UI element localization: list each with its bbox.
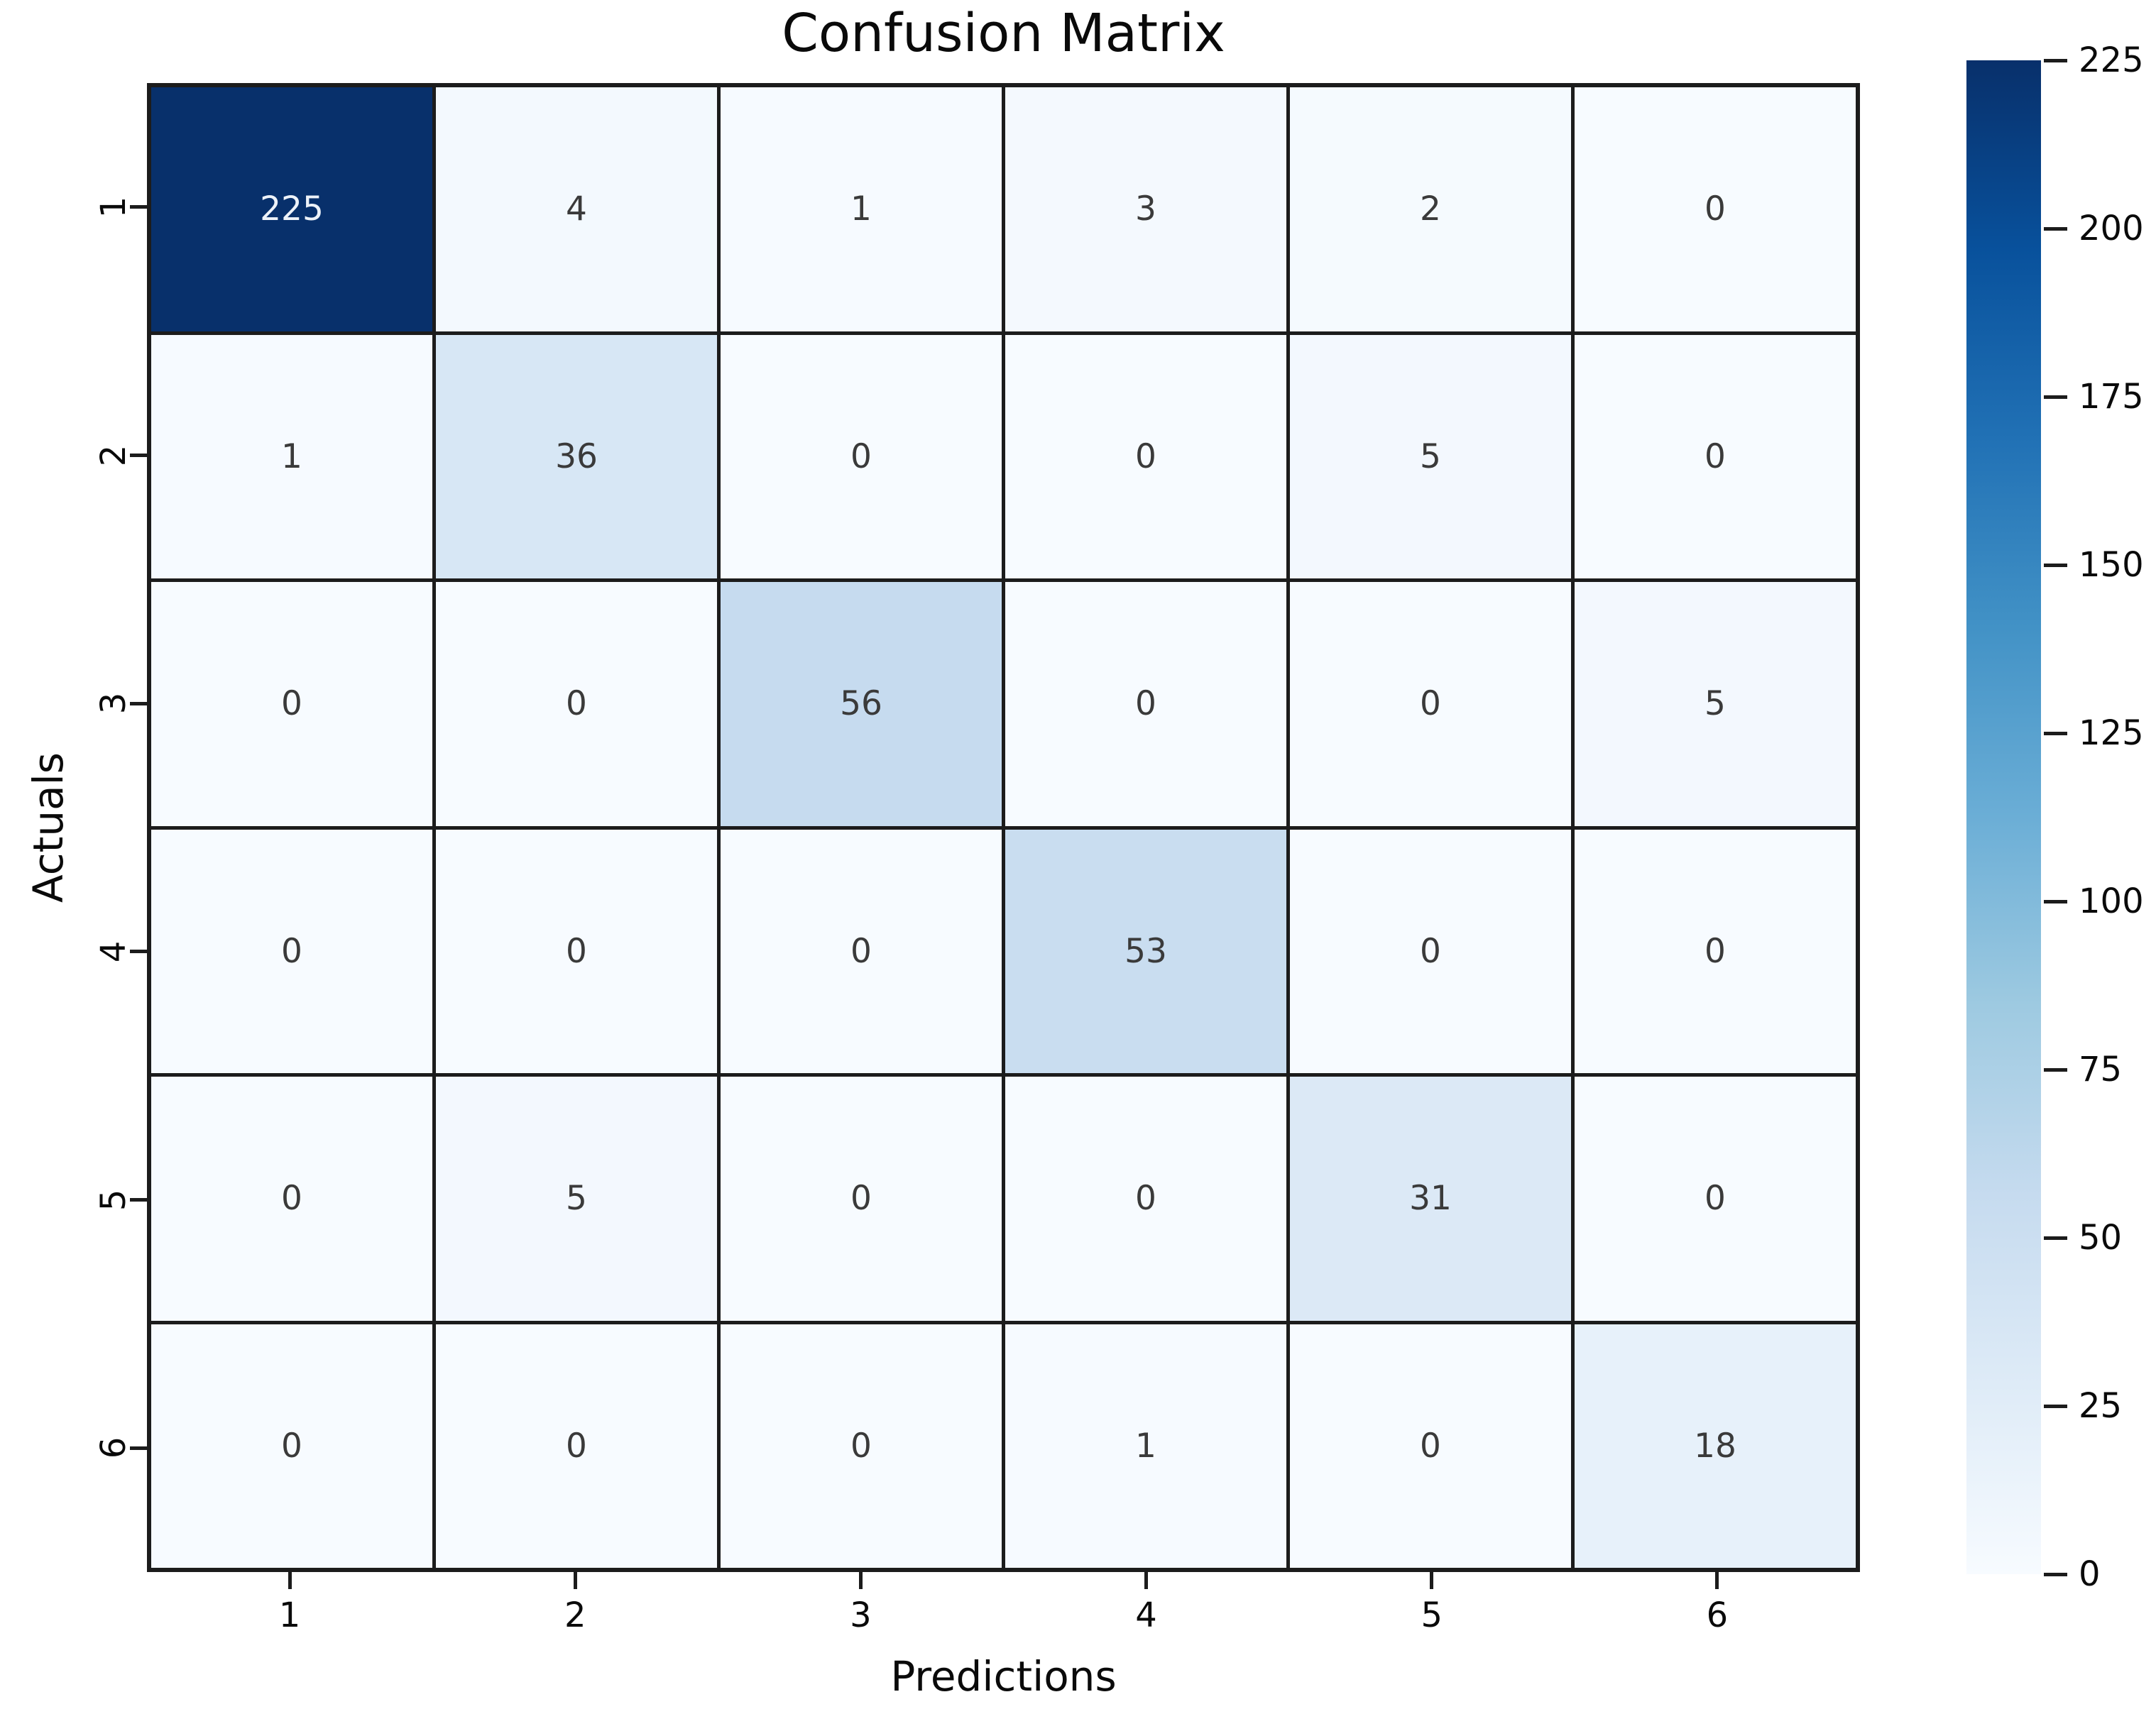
matrix-cell-r6-c3: 0: [721, 1324, 1002, 1568]
colorbar-tick-mark-200: [2044, 226, 2067, 231]
y-tick-label-1: 1: [94, 196, 133, 219]
y-tick-mark-4: [130, 950, 147, 954]
matrix-cell-r3-c6: 5: [1575, 582, 1856, 826]
colorbar-tick-label-125: 125: [2079, 713, 2144, 753]
x-tick-mark-2: [573, 1572, 577, 1589]
matrix-cell-r5-c2: 5: [436, 1077, 717, 1321]
matrix-cell-r5-c6: 0: [1575, 1077, 1856, 1321]
colorbar-tick-mark-100: [2044, 899, 2067, 903]
heatmap-grid: 225 4 1 3 2 0 1 36 0 0 5 0 0 0 56 0 0 5 0 0 0 53 0 0 0 5 0 0 31 0 0 0 0 1…: [147, 83, 1860, 1572]
x-tick-mark-4: [1144, 1572, 1149, 1589]
matrix-cell-r3-c5: 0: [1290, 582, 1571, 826]
colorbar-tick-mark-0: [2044, 1572, 2067, 1576]
y-tick-label-2: 2: [94, 444, 133, 466]
colorbar-tick-label-50: 50: [2079, 1218, 2123, 1258]
colorbar-tick-mark-25: [2044, 1404, 2067, 1408]
matrix-cell-r2-c6: 0: [1575, 334, 1856, 578]
matrix-cell-r1-c5: 2: [1290, 87, 1571, 331]
colorbar-gradient: [1966, 60, 2041, 1574]
matrix-cell-r1-c2: 4: [436, 87, 717, 331]
colorbar-tick-label-75: 75: [2079, 1050, 2123, 1089]
matrix-cell-r6-c2: 0: [436, 1324, 717, 1568]
x-tick-mark-1: [288, 1572, 292, 1589]
y-axis-label: Actuals: [24, 752, 72, 903]
x-tick-label-1: 1: [278, 1595, 301, 1635]
matrix-cell-r4-c6: 0: [1575, 829, 1856, 1073]
colorbar-tick-label-100: 100: [2079, 881, 2144, 921]
y-tick-label-5: 5: [94, 1189, 133, 1211]
y-tick-mark-3: [130, 701, 147, 705]
matrix-cell-r3-c3: 56: [721, 582, 1002, 826]
colorbar-tick-mark-50: [2044, 1236, 2067, 1240]
matrix-cell-r2-c5: 5: [1290, 334, 1571, 578]
matrix-cell-r5-c3: 0: [721, 1077, 1002, 1321]
colorbar-tick-label-25: 25: [2079, 1386, 2123, 1426]
matrix-cell-r1-c1: 225: [151, 87, 432, 331]
chart-title: Confusion Matrix: [782, 3, 1225, 64]
y-tick-label-4: 4: [94, 940, 133, 963]
matrix-cell-r5-c5: 31: [1290, 1077, 1571, 1321]
colorbar-tick-label-150: 150: [2079, 545, 2144, 585]
matrix-cell-r6-c5: 0: [1290, 1324, 1571, 1568]
matrix-cell-r4-c1: 0: [151, 829, 432, 1073]
matrix-cell-r2-c3: 0: [721, 334, 1002, 578]
y-tick-mark-1: [130, 205, 147, 209]
colorbar-tick-mark-75: [2044, 1067, 2067, 1072]
y-tick-mark-5: [130, 1198, 147, 1202]
colorbar-tick-mark-150: [2044, 563, 2067, 567]
colorbar-tick-label-200: 200: [2079, 209, 2144, 248]
matrix-cell-r2-c2: 36: [436, 334, 717, 578]
y-tick-mark-2: [130, 454, 147, 457]
x-tick-label-6: 6: [1706, 1595, 1729, 1635]
matrix-cell-r5-c4: 0: [1005, 1077, 1286, 1321]
x-tick-mark-6: [1715, 1572, 1719, 1589]
colorbar-tick-mark-225: [2044, 58, 2067, 62]
matrix-cell-r4-c4: 53: [1005, 829, 1286, 1073]
matrix-cell-r4-c3: 0: [721, 829, 1002, 1073]
matrix-cell-r5-c1: 0: [151, 1077, 432, 1321]
matrix-cell-r4-c5: 0: [1290, 829, 1571, 1073]
matrix-cell-r1-c6: 0: [1575, 87, 1856, 331]
colorbar-tick-mark-125: [2044, 731, 2067, 735]
x-tick-mark-3: [858, 1572, 863, 1589]
colorbar-tick-label-0: 0: [2079, 1554, 2101, 1594]
x-tick-label-5: 5: [1421, 1595, 1443, 1635]
y-tick-label-3: 3: [94, 692, 133, 715]
matrix-cell-r1-c3: 1: [721, 87, 1002, 331]
matrix-cell-r3-c4: 0: [1005, 582, 1286, 826]
matrix-cell-r1-c4: 3: [1005, 87, 1286, 331]
x-tick-label-2: 2: [564, 1595, 586, 1635]
matrix-cell-r3-c2: 0: [436, 582, 717, 826]
y-tick-label-6: 6: [94, 1436, 133, 1459]
matrix-cell-r2-c1: 1: [151, 334, 432, 578]
colorbar-tick-label-225: 225: [2079, 40, 2144, 80]
y-tick-mark-6: [130, 1446, 147, 1450]
colorbar-tick-label-175: 175: [2079, 377, 2144, 417]
matrix-cell-r4-c2: 0: [436, 829, 717, 1073]
x-tick-label-4: 4: [1135, 1595, 1157, 1635]
matrix-cell-r6-c4: 1: [1005, 1324, 1286, 1568]
x-axis-label: Predictions: [890, 1652, 1117, 1701]
x-tick-label-3: 3: [850, 1595, 872, 1635]
matrix-cell-r2-c4: 0: [1005, 334, 1286, 578]
colorbar-tick-mark-175: [2044, 395, 2067, 399]
matrix-cell-r3-c1: 0: [151, 582, 432, 826]
matrix-cell-r6-c1: 0: [151, 1324, 432, 1568]
matrix-cell-r6-c6: 18: [1575, 1324, 1856, 1568]
x-tick-mark-5: [1430, 1572, 1434, 1589]
